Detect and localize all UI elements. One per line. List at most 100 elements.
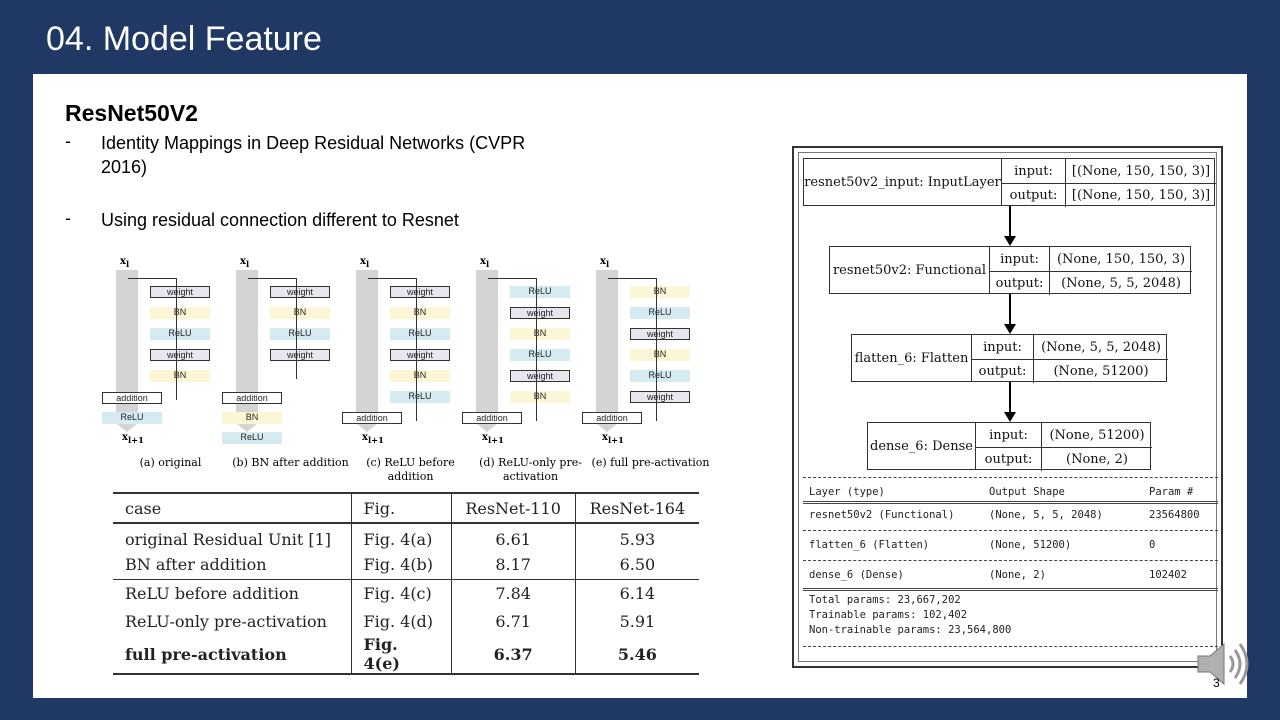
layer-block: weight (270, 349, 330, 361)
summary-header: Layer (type) Output Shape Param # (803, 483, 1218, 501)
table-cell: 6.61 (450, 523, 576, 551)
identity-path (476, 270, 498, 420)
node-input-label: input: (1002, 159, 1066, 183)
unit-caption: (b) BN after addition (232, 456, 349, 469)
table-header-row: case Fig. ResNet-110 ResNet-164 (113, 493, 699, 523)
comparison-table: case Fig. ResNet-110 ResNet-164 original… (113, 492, 699, 675)
table-row: ReLU before addition Fig. 4(c) 7.84 6.14 (113, 579, 699, 607)
table-cell: ReLU before addition (125, 583, 299, 603)
summary-cell: resnet50v2 (Functional) (809, 509, 955, 521)
input-label: xl (480, 256, 490, 269)
residual-unit: xlxl+1weightBNReLUweightadditionBNReLU(b… (222, 256, 349, 482)
branch-line (368, 278, 416, 279)
layer-block: weight (150, 286, 210, 298)
layer-block: ReLU (630, 307, 690, 319)
layer-block: ReLU (270, 328, 330, 340)
layer-block: weight (390, 349, 450, 361)
layer-block: ReLU (630, 370, 690, 382)
summary-cell: flatten_6 (Flatten) (809, 539, 930, 551)
branch-line (176, 278, 177, 400)
node-input-shape: (None, 150, 150, 3) (1056, 251, 1186, 267)
page-number: 3 (1213, 676, 1220, 690)
layer-block: addition (222, 392, 282, 404)
summary-total: Total params: 23,667,202 (809, 594, 961, 606)
branch-line (248, 278, 296, 279)
output-label: xl+1 (122, 432, 144, 445)
branch-line (608, 278, 656, 279)
table-cell: 6.71 (450, 607, 576, 635)
table-cell: 7.84 (450, 579, 576, 607)
layer-block: weight (630, 328, 690, 340)
branch-line (128, 278, 176, 279)
branch-line (536, 278, 537, 421)
slide-content: ResNet50V2 - Identity Mappings in Deep R… (33, 74, 1247, 698)
node-name: flatten_6: Flatten (852, 335, 972, 381)
summary-trainable: Trainable params: 102,402 (809, 609, 968, 621)
layer-block: addition (462, 412, 522, 424)
layer-block: ReLU (102, 412, 162, 424)
layer-block: ReLU (222, 432, 282, 444)
section-heading: ResNet50V2 (65, 100, 198, 126)
edge-arrow-icon (1004, 412, 1016, 422)
table-row: full pre-activation Fig. 4(e) 6.37 5.46 (113, 635, 699, 675)
slide-title: 04. Model Feature (46, 20, 322, 58)
node-input-label: input: (990, 247, 1050, 271)
input-label: xl (360, 256, 370, 269)
table-cell: 5.93 (574, 523, 699, 551)
output-label: xl+1 (482, 432, 504, 445)
edge-line (1009, 206, 1011, 238)
node-output-label: output: (1002, 183, 1066, 207)
residual-unit: xl xl+1 BN ReLU weight BN ReLU weight addition (e… (582, 256, 709, 482)
bullet-text: Using residual connection different to R… (101, 210, 459, 230)
residual-unit: xl xl+1 ReLU weight BN ReLU weight BN addition (d… (462, 256, 588, 483)
branch-line (656, 278, 657, 421)
input-label: xl (600, 256, 610, 269)
layer-block: BN (150, 307, 210, 319)
node-output-shape: (None, 51200) (1053, 363, 1149, 379)
col-header: Fig. (350, 493, 451, 523)
summary-row: resnet50v2 (Functional) (None, 5, 5, 204… (803, 506, 1218, 524)
table-cell: 6.37 (450, 635, 576, 675)
node-output-label: output: (990, 271, 1050, 295)
node-input-label: input: (972, 335, 1034, 359)
edge-arrow-icon (1004, 236, 1016, 246)
table-cell: original Residual Unit [1] (125, 530, 332, 549)
layer-block: BN (270, 307, 330, 319)
bullet-text: Identity Mappings in Deep Residual Netwo… (101, 133, 526, 177)
residual-units-figure: xl xl+1 weight BN ReLU weight BN addition ReLU (a… (102, 256, 709, 483)
identity-path (116, 270, 138, 420)
node-output-label: output: (976, 447, 1042, 471)
table-cell: Fig. 4(d) (350, 607, 451, 635)
summary-row: dense_6 (Dense) (None, 2) 102402 (803, 566, 1218, 584)
layer-block: addition (102, 392, 162, 404)
model-plot-panel: resnet50v2_input: InputLayer input: [(No… (792, 146, 1223, 668)
layer-block: BN (222, 412, 282, 424)
unit-caption: (d) ReLU-only pre-activation (479, 456, 582, 483)
layer-block: BN (630, 349, 690, 361)
edge-line (1009, 294, 1011, 326)
summary-cell: 0 (1149, 539, 1156, 551)
table-cell: Fig. 4(b) (350, 551, 451, 580)
node-input-shape: (None, 5, 5, 2048) (1041, 339, 1161, 355)
model-node-dense: dense_6: Dense input: (None, 51200) outp… (867, 422, 1152, 471)
summary-header-cell: Output Shape (989, 486, 1065, 498)
summary-row: flatten_6 (Flatten) (None, 51200) 0 (803, 536, 1218, 554)
unit-caption: (c) ReLU before addition (366, 456, 455, 483)
layer-block: ReLU (390, 328, 450, 340)
residual-unit: xl xl+1 weight BN ReLU weight BN addition ReLU (a… (102, 256, 228, 482)
node-output-shape: (None, 5, 5, 2048) (1061, 275, 1181, 291)
layer-block: weight (270, 286, 330, 298)
layer-block: ReLU (510, 286, 570, 298)
layer-block: ReLU (390, 391, 450, 403)
node-output-label: output: (972, 359, 1034, 383)
model-node-functional: resnet50v2: Functional input: (None, 150… (829, 246, 1192, 295)
table-cell: Fig. 4(a) (350, 523, 451, 551)
bullet-dash: - (65, 131, 71, 151)
speaker-icon[interactable] (1192, 634, 1252, 694)
col-header: ResNet-110 (450, 493, 576, 523)
table-cell: ReLU-only pre-activation (125, 611, 327, 631)
summary-cell: 23564800 (1149, 509, 1200, 521)
summary-cell: (None, 5, 5, 2048) (989, 509, 1103, 521)
output-label: xl+1 (602, 432, 624, 445)
layer-block: ReLU (150, 328, 210, 340)
